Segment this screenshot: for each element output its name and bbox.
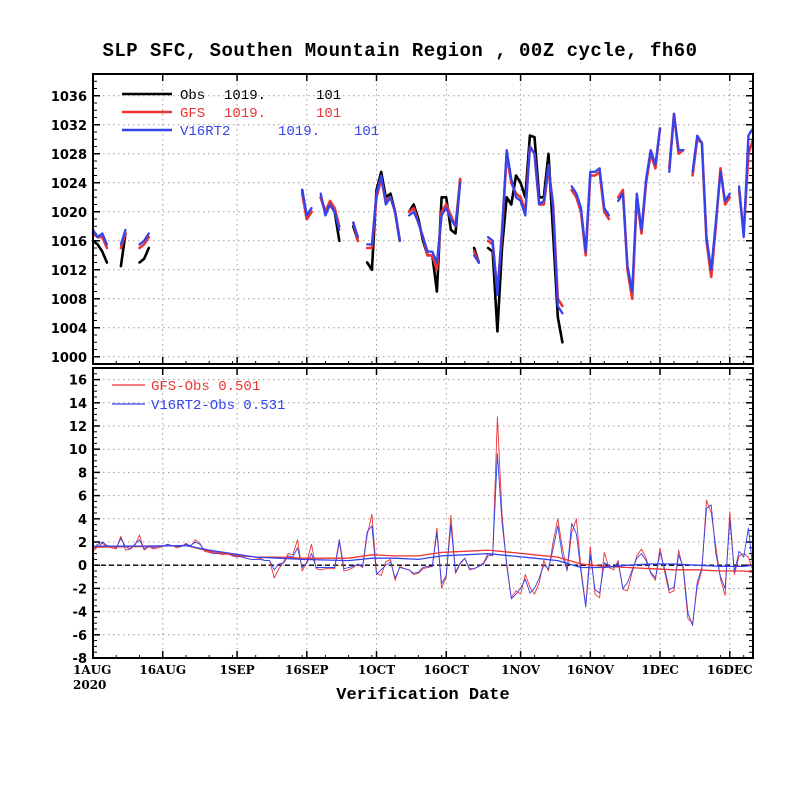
series-v16rt2-line-4 [319,192,341,232]
top-panel: 1000 1004 1008 1012 1016 1020 1024 1028 1032 1036… [51,73,755,366]
bottom-ytick-label-10: 12 [69,420,87,435]
series-v16rt2-obs-line [92,453,754,626]
legend-score-gfs-obs: 0.501 [218,379,260,395]
series-v16rt2-line-7 [407,181,462,264]
series-obs-line-2 [138,246,151,264]
series-v16rt2-line-14 [737,127,755,239]
bottom-ytick-label-11: 14 [69,397,87,412]
series-v16rt2-line-9 [486,145,564,315]
bottom-ytick-label-5: 2 [78,536,87,551]
x-tick-label-1: 16AUG [139,663,186,677]
top-ytick-label-7: 1028 [51,148,87,163]
bottom-plot-area [93,368,753,658]
x-tick-label-4: 1OCT [358,663,395,677]
series-v16rt2-line-0 [91,228,109,246]
top-ytick-label-5: 1020 [51,206,87,221]
legend-name-obs: Obs [180,88,205,104]
x-tick-label-5: 16OCT [423,663,469,677]
x-tick-label-3: 16SEP [285,663,329,677]
series-v16rt2-line-6 [366,174,401,246]
series-obs-line-0 [91,239,109,264]
legend-count-obs: 101 [316,88,341,104]
x-tick-label-0: 1AUG [73,663,111,677]
top-frame [92,73,754,365]
bottom-ytick-label-8: 8 [78,466,87,481]
series-v16rt2-line-10 [570,167,611,253]
series-gfs-line-2 [138,235,151,250]
series-mean-3-line [92,544,754,569]
bottom-ytick-label-12: 16 [69,374,87,389]
legend-mean-gfs: 1019. [224,106,266,122]
legend-name-gfs-obs: GFS-Obs 0.501 [151,379,260,395]
bottom-ytick-label-9: 10 [69,443,87,458]
x-axis-label: Verification Date [336,686,510,705]
x-tick-label-8: 1DEC [641,663,678,677]
legend-count-v16rt2: 101 [354,124,379,140]
bottom-ytick-label-3: -2 [73,582,87,597]
legend-mean-obs: 1019. [224,88,266,104]
series-mean-2-line [92,544,754,573]
series-v16rt2-line-3 [301,188,313,217]
chart-title: SLP SFC, Southen Mountain Region , 00Z c… [102,40,698,62]
x-axis: 1AUG 16AUG 1SEP 16SEP 1OCT 16OCT 1NOV 16NOV 1DEC… [73,663,753,692]
top-ytick-label-8: 1032 [51,119,87,134]
series-v16rt2-line-13 [691,134,731,271]
series-v16rt2-line-11 [617,127,662,293]
bottom-ytick-label-6: 4 [78,513,87,528]
top-ytick-label-2: 1008 [51,293,87,308]
x-tick-year-label: 2020 [73,678,106,692]
top-ytick-label-4: 1016 [51,235,87,250]
legend-name-v16rt2-obs: V16RT2-Obs 0.531 [151,398,285,414]
series-v16rt2-line-5 [352,221,360,239]
legend-count-gfs: 101 [316,106,341,122]
x-tick-label-7: 16NOV [567,663,615,677]
series-v16rt2-line-12 [668,112,685,174]
bottom-ytick-label-4: 0 [78,559,87,574]
series-v16rt2-line-2 [138,232,150,246]
legend-score-v16rt2-obs: 0.531 [243,398,285,414]
x-tick-label-9: 16DEC [707,663,753,677]
legend-name-gfs: GFS [180,106,205,122]
top-ytick-label-6: 1024 [51,177,87,192]
x-tick-label-2: 1SEP [219,663,254,677]
x-tick-label-6: 1NOV [501,663,541,677]
bottom-frame [92,367,754,659]
legend-mean-v16rt2: 1019. [278,124,320,140]
bottom-ytick-label-7: 6 [78,490,87,505]
top-ytick-label-9: 1036 [51,90,87,105]
bottom-ytick-label-2: -4 [73,606,87,621]
bottom-panel: -8 -6 -4 -2 0 2 4 6 8 10 12 14 16 GFS-Obs 0.501 V16RT2… [69,367,754,667]
legend-name-v16rt2: V16RT2 [180,124,230,140]
series-v16rt2-line-1 [119,228,127,246]
series-v16rt2-line-8 [472,254,480,264]
bottom-ytick-label-0: -8 [73,652,87,667]
top-ytick-label-0: 1000 [51,351,87,366]
bottom-ytick-label-1: -6 [73,629,87,644]
top-ytick-label-1: 1004 [51,322,87,337]
top-ytick-label-3: 1012 [51,264,87,279]
